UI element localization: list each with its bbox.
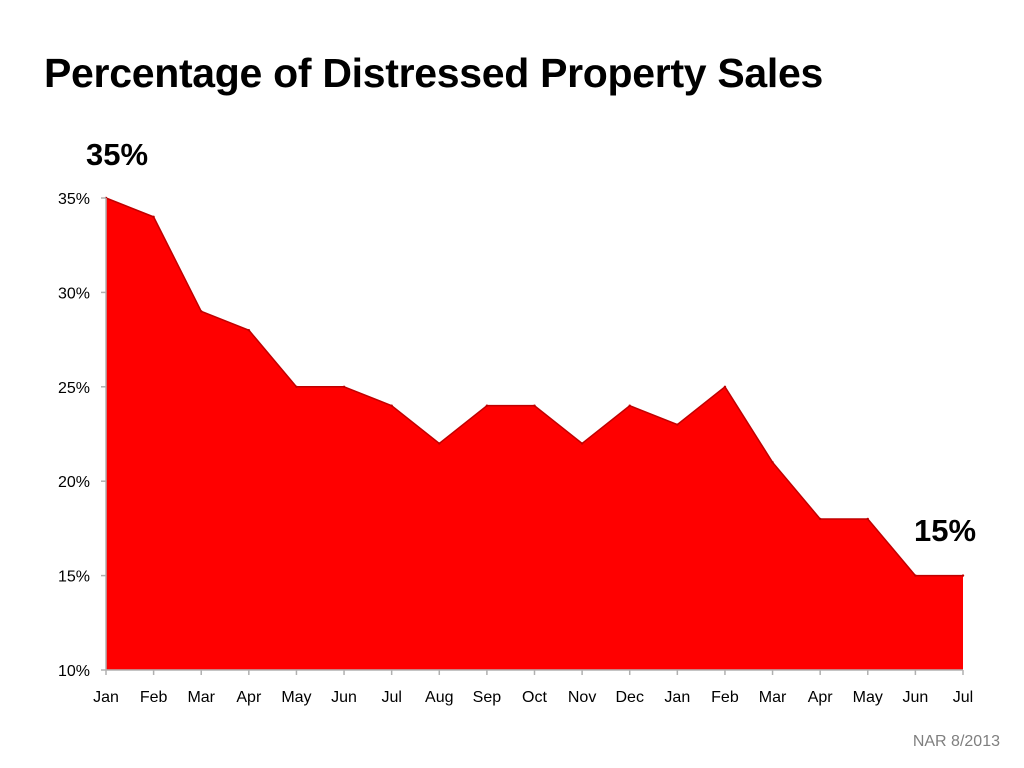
x-tick-label: Feb [140,689,168,706]
data-point [771,461,774,464]
x-tick-label: Jul [953,689,973,706]
data-point [580,442,584,445]
data-point [818,517,822,521]
x-tick-label: Aug [425,689,453,706]
area-series [106,198,963,670]
y-tick-label: 10% [58,663,90,680]
x-tick-label: Apr [808,689,834,706]
x-tick-label: Jun [902,689,928,706]
data-point [723,385,727,388]
data-point [342,385,346,388]
x-tick-label: Dec [615,689,643,706]
x-tick-label: May [853,689,883,706]
y-tick-label: 35% [58,191,90,208]
data-point [438,442,441,445]
x-tick-label: Sep [473,689,502,706]
x-tick-label: Apr [236,689,262,706]
data-point [200,310,203,313]
end-value-callout: 15% [914,513,977,548]
x-tick-label: Jun [331,689,357,706]
start-value-callout: 35% [86,137,149,172]
data-point [390,404,393,407]
data-point [295,385,298,388]
y-tick-label: 20% [58,474,90,491]
source-note: NAR 8/2013 [912,733,1000,750]
y-tick-label: 30% [58,285,90,302]
data-point [533,404,536,407]
x-tick-label: Jan [93,689,119,706]
x-tick-label: Jan [664,689,690,706]
data-point [152,215,155,219]
data-point [628,404,631,407]
x-tick-label: Mar [187,689,215,706]
data-point [866,517,869,521]
y-tick-label: 15% [58,569,90,586]
data-point [485,404,489,407]
y-tick-label: 25% [58,380,90,397]
data-point [961,574,965,577]
x-tick-label: Jul [381,689,401,706]
chart-title: Percentage of Distressed Property Sales [44,50,824,96]
x-tick-label: Mar [759,689,787,706]
x-tick-label: Feb [711,689,739,706]
x-tick-label: Oct [522,689,547,706]
data-point [676,423,679,426]
data-point [914,574,917,577]
x-tick-label: Nov [568,689,596,706]
x-tick-label: May [281,689,311,706]
data-point [247,328,251,332]
